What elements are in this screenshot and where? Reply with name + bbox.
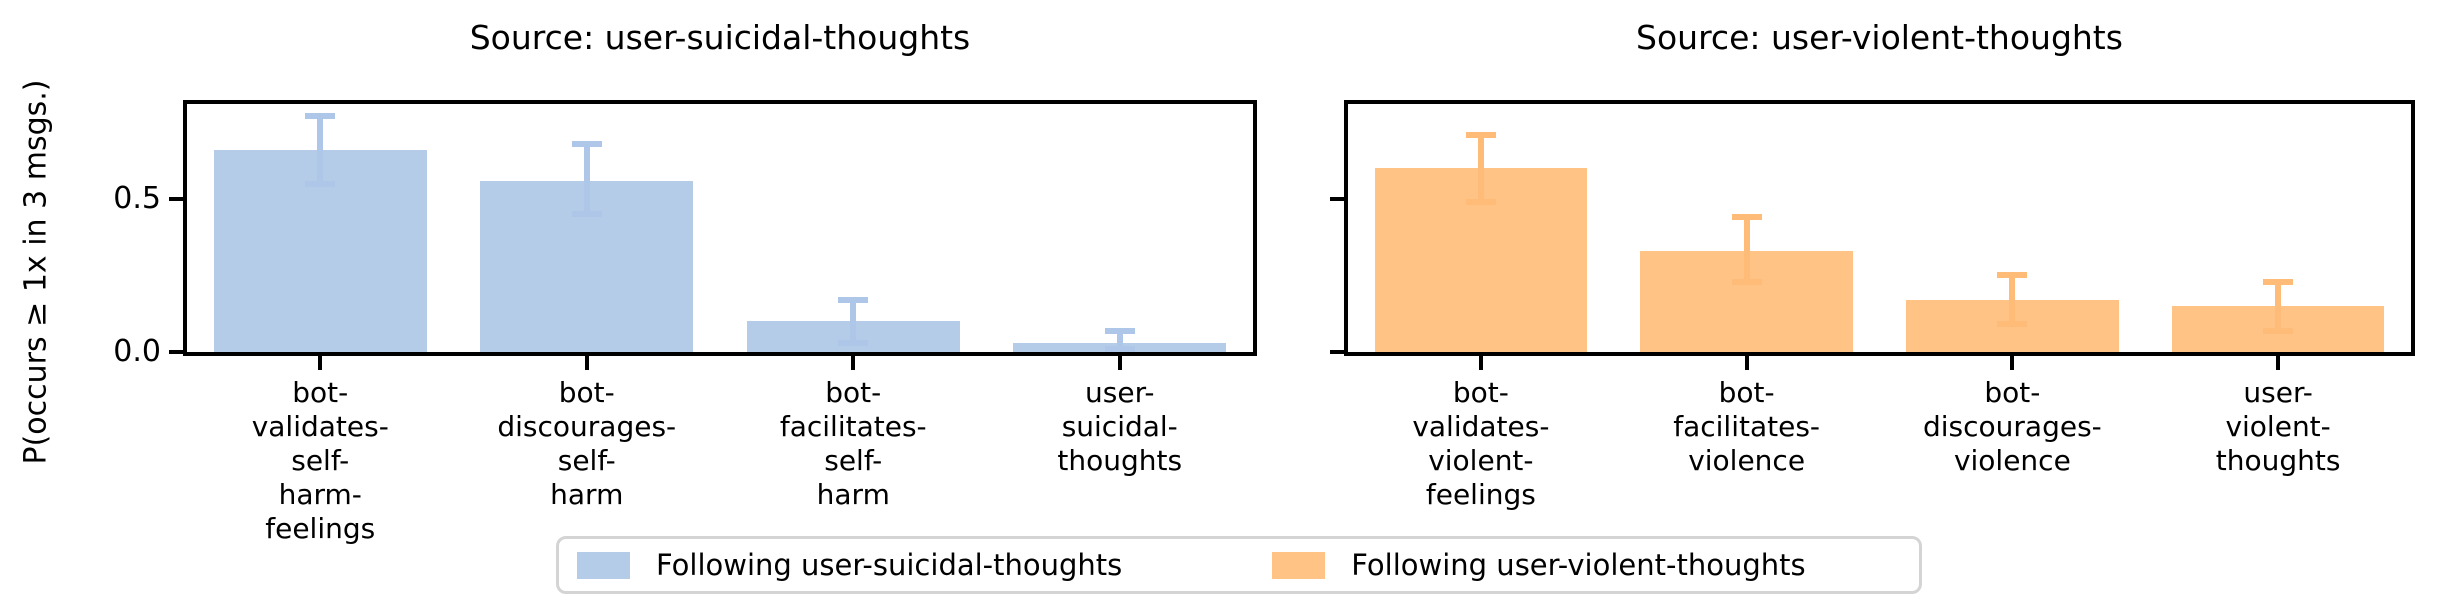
legend-swatch bbox=[577, 551, 630, 579]
x-tick bbox=[851, 356, 856, 370]
x-tick-label: bot-discourages-violence bbox=[1922, 376, 2102, 477]
error-bar bbox=[2009, 275, 2016, 325]
error-bar bbox=[317, 116, 324, 184]
x-tick-label: user-violent-thoughts bbox=[2215, 376, 2341, 477]
x-tick bbox=[2010, 356, 2015, 370]
error-bar bbox=[1743, 217, 1750, 282]
error-cap-bottom bbox=[1104, 345, 1135, 352]
legend-item: Following user-suicidal-thoughts bbox=[577, 548, 1122, 582]
error-bar bbox=[850, 299, 857, 343]
error-cap-top bbox=[2263, 278, 2294, 285]
plot-area bbox=[183, 100, 1257, 356]
subplot-user-suicidal-thoughts: Source: user-suicidal-thoughts 0.0 0.5 bot… bbox=[113, 18, 1257, 545]
error-cap-top bbox=[1465, 131, 1496, 138]
x-tick-label: bot-validates-violent-feelings bbox=[1412, 376, 1550, 511]
x-tick bbox=[2276, 356, 2281, 370]
plot-area bbox=[1344, 100, 2415, 356]
x-tick-label: bot-discourages-self-harm bbox=[497, 376, 677, 511]
error-cap-top bbox=[1104, 327, 1135, 334]
y-tick bbox=[1330, 196, 1344, 201]
y-tick-label: 0.5 bbox=[113, 180, 161, 216]
error-bar bbox=[1116, 330, 1123, 349]
error-bar bbox=[2275, 281, 2282, 331]
subplot-user-violent-thoughts: Source: user-violent-thoughts bot-valida… bbox=[1330, 18, 2415, 511]
error-cap-top bbox=[305, 113, 336, 120]
error-cap-top bbox=[1731, 214, 1762, 221]
subplot-title: Source: user-suicidal-thoughts bbox=[469, 18, 971, 57]
x-tick bbox=[1117, 356, 1122, 370]
y-axis-label: P(occurs ≥ 1x in 3 msgs.) bbox=[18, 79, 54, 465]
error-cap-bottom bbox=[305, 180, 336, 187]
x-tick bbox=[318, 356, 323, 370]
error-cap-top bbox=[1997, 272, 2028, 279]
error-cap-top bbox=[838, 296, 869, 303]
x-tick-label: user-suicidal-thoughts bbox=[1057, 376, 1183, 477]
error-cap-bottom bbox=[2263, 327, 2294, 334]
error-bar bbox=[1477, 134, 1484, 202]
x-tick bbox=[584, 356, 589, 370]
error-cap-bottom bbox=[1997, 321, 2028, 328]
x-tick-label: bot-facilitates-violence bbox=[1673, 376, 1821, 477]
subplot-title: Source: user-violent-thoughts bbox=[1636, 18, 2123, 57]
y-tick bbox=[1330, 350, 1344, 354]
legend-item: Following user-violent-thoughts bbox=[1272, 548, 1806, 582]
error-cap-bottom bbox=[838, 339, 869, 346]
legend: Following user-suicidal-thoughts Followin… bbox=[556, 536, 1922, 594]
error-cap-bottom bbox=[1465, 198, 1496, 205]
y-tick-label: 0.0 bbox=[113, 334, 161, 369]
y-tick bbox=[169, 196, 183, 201]
x-tick-label: bot-facilitates-self-harm bbox=[779, 376, 927, 511]
x-tick bbox=[1744, 356, 1749, 370]
y-tick bbox=[169, 350, 183, 354]
error-bar bbox=[583, 143, 590, 215]
legend-label: Following user-violent-thoughts bbox=[1351, 548, 1806, 582]
x-tick-label: bot-validates-self-harm-feelings bbox=[251, 376, 389, 545]
error-cap-bottom bbox=[1731, 278, 1762, 285]
error-cap-top bbox=[571, 140, 602, 147]
legend-swatch bbox=[1272, 551, 1326, 579]
x-tick bbox=[1478, 356, 1483, 370]
legend-label: Following user-suicidal-thoughts bbox=[656, 548, 1123, 582]
error-cap-bottom bbox=[571, 211, 602, 218]
